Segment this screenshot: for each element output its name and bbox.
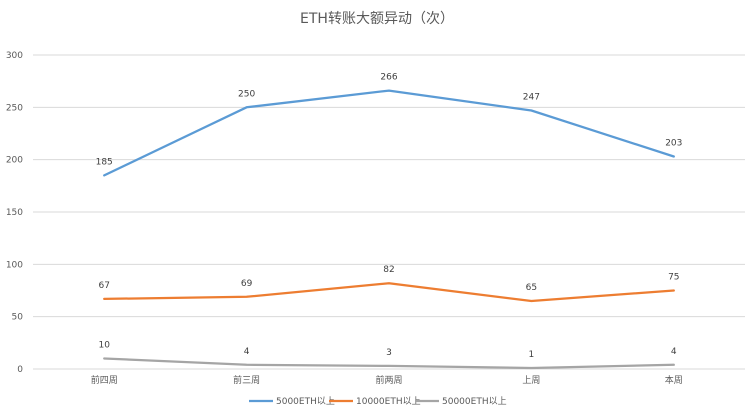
- data-label: 10: [98, 341, 110, 351]
- x-tick-label: 前四周: [91, 374, 118, 386]
- y-tick-label: 50: [12, 313, 24, 323]
- data-label: 185: [96, 157, 113, 167]
- data-label: 69: [241, 279, 253, 289]
- data-label: 203: [665, 139, 682, 149]
- x-tick-label: 上周: [522, 375, 540, 386]
- legend: 5000ETH以上 10000ETH以上 50000ETH以上: [249, 396, 507, 407]
- legend-label: 50000ETH以上: [442, 396, 507, 407]
- x-tick-label: 前三周: [233, 374, 260, 386]
- y-tick-label: 0: [17, 365, 23, 375]
- legend-label: 5000ETH以上: [276, 396, 335, 407]
- legend-item[interactable]: 10000ETH以上: [329, 396, 421, 407]
- legend-item[interactable]: 50000ETH以上: [415, 396, 507, 407]
- x-axis-ticks: 前四周 前三周 前两周 上周 本周: [91, 374, 683, 386]
- data-label: 266: [380, 73, 397, 83]
- series-line: [103, 357, 675, 370]
- data-label: 3: [386, 348, 392, 358]
- data-label: 1: [529, 350, 535, 360]
- data-label: 4: [671, 347, 677, 357]
- x-tick-label: 前两周: [375, 374, 402, 386]
- data-labels: 185 250 266 247 203 67 69 82 65 75 10 4 3 1 4: [96, 73, 683, 360]
- data-label: 250: [238, 89, 255, 99]
- series-lines: [103, 89, 675, 370]
- data-label: 4: [244, 347, 250, 357]
- legend-item[interactable]: 5000ETH以上: [249, 396, 335, 407]
- legend-label: 10000ETH以上: [356, 396, 421, 407]
- y-tick-label: 150: [6, 208, 23, 218]
- y-tick-label: 200: [6, 156, 23, 166]
- y-tick-label: 300: [6, 51, 23, 61]
- gridlines: [33, 54, 745, 370]
- y-tick-label: 250: [6, 103, 23, 113]
- data-label: 65: [526, 283, 537, 293]
- data-label: 75: [668, 273, 679, 283]
- data-label: 247: [523, 92, 540, 102]
- series-line: [103, 89, 675, 177]
- chart-title: ETH转账大额异动（次）: [300, 11, 454, 27]
- y-axis-ticks: 0 50 100 150 200 250 300: [6, 51, 23, 375]
- series-line: [103, 282, 675, 303]
- x-tick-label: 本周: [665, 374, 683, 386]
- data-label: 67: [98, 281, 109, 291]
- data-label: 82: [383, 265, 394, 275]
- y-tick-label: 100: [6, 260, 23, 270]
